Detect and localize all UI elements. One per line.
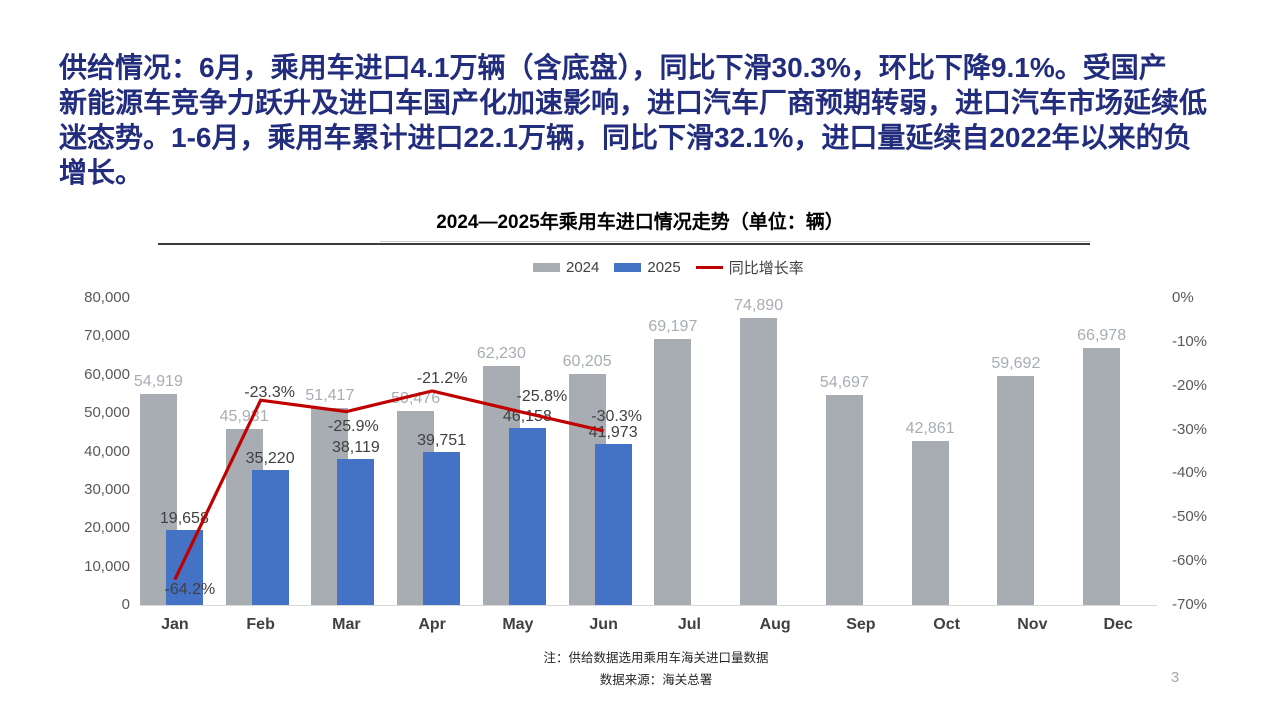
footnote-line: 数据来源：海关总署 — [599, 673, 713, 687]
legend-item-growth: 同比增长率 — [695, 257, 804, 278]
title-separator-line — [158, 243, 1090, 245]
bar-label-2025: 19,658 — [159, 509, 209, 527]
title-separator-highlight — [380, 241, 1090, 242]
secondary-axis-tick: -60% — [1172, 552, 1208, 570]
bar-2024 — [740, 317, 778, 605]
headline: 供给情况：6月，乘用车进口4.1万辆（含底盘），同比下滑30.3%，环比下降9.… — [59, 50, 1207, 190]
y-axis-tick: 20,000 — [84, 519, 130, 537]
x-axis-label: Jun — [589, 616, 618, 633]
legend-item-2025: 2025 — [614, 258, 681, 276]
bar-label-2024: 54,697 — [819, 374, 869, 392]
x-axis-label: May — [502, 616, 534, 633]
bar-label-2025: 39,751 — [417, 432, 467, 450]
bar-label-2025: 35,220 — [245, 449, 295, 467]
headline-line: 新能源车竞争力跃升及进口车国产化加速影响，进口汽车厂商预期转弱，进口汽车市场延续… — [59, 87, 1208, 118]
y-axis-tick: 0 — [121, 596, 130, 613]
footnotes: 注：供给数据选用乘用车海关进口量数据 数据来源：海关总署 — [32, 647, 1280, 691]
growth-rate-label: -25.9% — [328, 417, 379, 435]
chart-title: 2024—2025年乘用车进口情况走势（单位：辆） — [436, 212, 844, 233]
growth-rate-label: -21.2% — [416, 369, 468, 387]
x-axis-line — [140, 605, 1157, 606]
x-axis-label: Sep — [846, 616, 876, 633]
chart-legend: 2024 2025 同比增长率 — [533, 257, 819, 278]
headline-line: 迷态势。1-6月，乘用车累计进口22.1万辆，同比下滑32.1%，进口量延续自2… — [59, 122, 1192, 153]
legend-label-2025: 2025 — [647, 258, 681, 276]
page-number: 3 — [1170, 669, 1180, 686]
x-axis-label: Feb — [246, 616, 275, 633]
secondary-axis-tick: -70% — [1172, 596, 1208, 613]
bar-label-2024: 74,890 — [734, 296, 784, 314]
bar-label-2025: 38,119 — [332, 438, 380, 456]
footnote-line: 注：供给数据选用乘用车海关进口量数据 — [543, 651, 769, 665]
legend-swatch-2024 — [533, 262, 560, 272]
bar-2024 — [654, 339, 692, 605]
bar-label-2024: 42,861 — [905, 419, 955, 437]
bar-label-2024: 50,476 — [391, 390, 441, 408]
bar-2025 — [423, 452, 461, 605]
x-axis-label: Jul — [677, 616, 701, 633]
bar-2025 — [594, 443, 632, 605]
bar-2025 — [508, 427, 546, 605]
x-axis-label: Aug — [759, 616, 791, 633]
secondary-axis-tick: -20% — [1172, 376, 1208, 394]
secondary-axis-tick: -40% — [1172, 464, 1208, 482]
bar-label-2024: 69,197 — [648, 318, 698, 336]
x-axis-label: Dec — [1103, 616, 1133, 633]
x-axis-label: Jan — [161, 616, 189, 633]
secondary-axis-tick: -10% — [1172, 332, 1208, 350]
headline-line: 供给情况：6月，乘用车进口4.1万辆（含底盘），同比下滑30.3%，环比下降9.… — [59, 52, 1167, 83]
growth-rate-label: -30.3% — [591, 407, 642, 425]
y-axis-tick: 50,000 — [84, 404, 130, 422]
headline-line: 增长。 — [59, 157, 144, 188]
bar-label-2024: 45,931 — [219, 407, 269, 425]
bar-2024 — [1083, 347, 1121, 605]
growth-rate-label: -64.2% — [164, 580, 216, 598]
y-axis-tick: 30,000 — [84, 480, 130, 498]
bar-label-2024: 59,692 — [991, 354, 1041, 372]
bar-label-2024: 60,205 — [562, 352, 612, 370]
secondary-axis-tick: -30% — [1172, 420, 1208, 438]
legend-line-swatch-growth — [695, 265, 723, 269]
x-axis-label: Mar — [332, 616, 361, 633]
bar-2025 — [337, 458, 375, 605]
x-axis-label: Apr — [418, 616, 446, 633]
secondary-axis-tick: -50% — [1172, 508, 1208, 526]
bar-label-2024: 54,919 — [133, 373, 183, 391]
legend-label-2024: 2024 — [566, 258, 600, 276]
y-axis-tick: 80,000 — [84, 289, 130, 306]
bar-2024 — [825, 395, 863, 605]
x-axis-label: Oct — [933, 616, 960, 633]
growth-rate-label: -25.8% — [516, 388, 568, 406]
bar-2024 — [997, 375, 1035, 605]
legend-swatch-2025 — [614, 262, 642, 272]
y-axis-tick: 70,000 — [84, 327, 130, 345]
y-axis-tick: 60,000 — [84, 365, 130, 383]
legend-item-2024: 2024 — [533, 259, 599, 276]
bar-label-2024: 66,978 — [1077, 326, 1127, 344]
bar-2025 — [251, 469, 289, 605]
y-axis-tick: 10,000 — [84, 557, 130, 575]
growth-rate-label: -23.3% — [244, 384, 295, 402]
bar-label-2025: 46,158 — [502, 407, 552, 425]
legend-label-growth: 同比增长率 — [728, 259, 804, 277]
y-axis-tick: 40,000 — [84, 442, 130, 460]
bar-label-2024: 62,230 — [476, 345, 526, 363]
bar-2024 — [911, 440, 949, 605]
x-axis-label: Nov — [1017, 616, 1048, 633]
secondary-axis-tick: 0% — [1172, 289, 1194, 306]
